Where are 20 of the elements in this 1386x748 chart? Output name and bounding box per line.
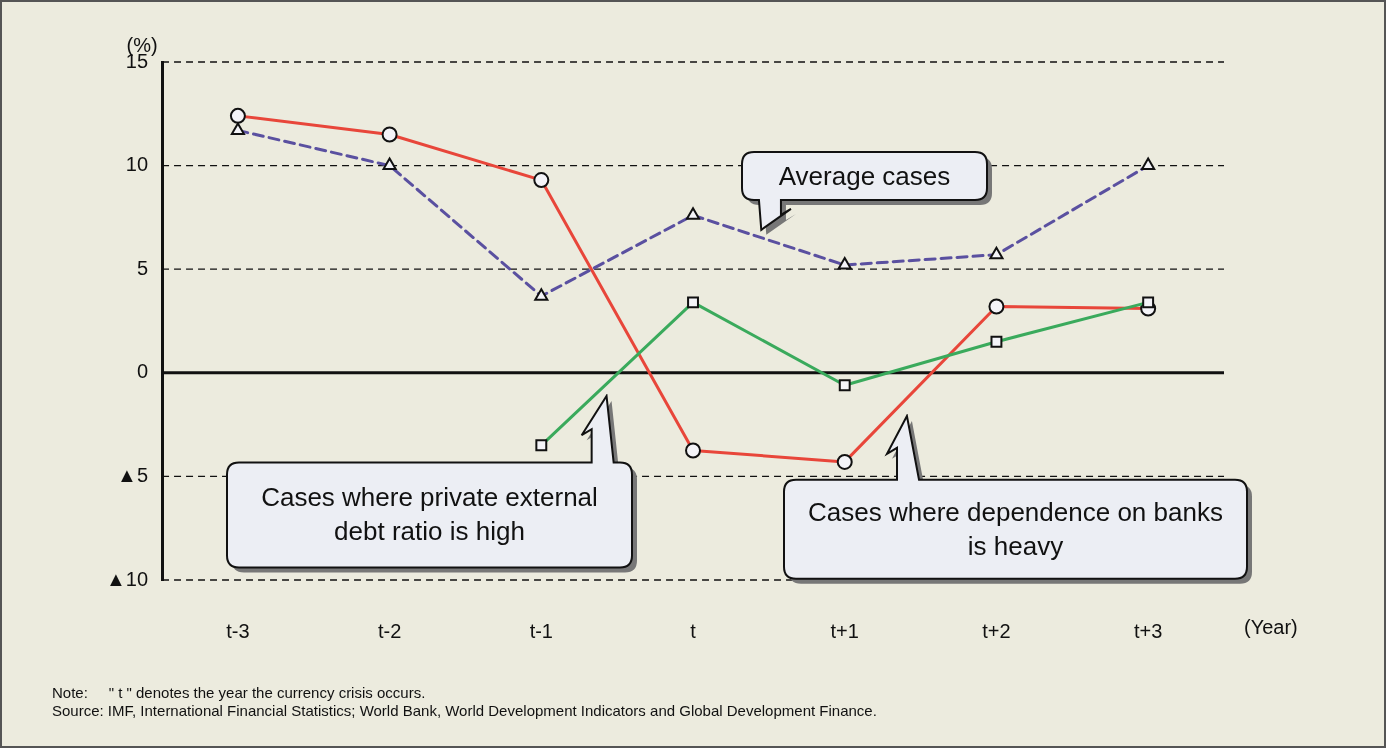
y-tick-label: ▲5 — [117, 463, 149, 486]
series-label: Cases where dependence on banks is heavy — [807, 496, 1224, 564]
x-tick-label: t-2 — [377, 619, 402, 642]
x-tick-label: t+1 — [830, 619, 859, 642]
x-axis-title: (Year) — [1244, 615, 1298, 638]
speech-balloon: Average cases — [740, 150, 995, 238]
y-tick-label: 0 — [136, 360, 149, 383]
speech-balloon: Cases where dependence on banks is heavy — [782, 414, 1255, 587]
x-tick-label: t+2 — [982, 619, 1011, 642]
y-tick-label: 5 — [136, 256, 149, 279]
y-tick-label: ▲10 — [105, 567, 149, 590]
x-tick-label: t-3 — [226, 619, 250, 642]
x-tick-label: t-1 — [529, 619, 553, 642]
y-tick-label: 10 — [125, 153, 149, 176]
text: Note: " t " denotes the year the currency crisis occurs. — [52, 684, 426, 701]
series-label: Average cases — [777, 160, 952, 193]
source-note: Source: IMF, International Financial Statistics; World Bank, World Development Indicators and Global Development Finance. — [52, 702, 877, 719]
speech-balloon: Cases where private external debt ratio is high — [225, 393, 640, 575]
x-tick-label: t — [690, 619, 697, 642]
x-tick-label: t+3 — [1133, 619, 1163, 642]
